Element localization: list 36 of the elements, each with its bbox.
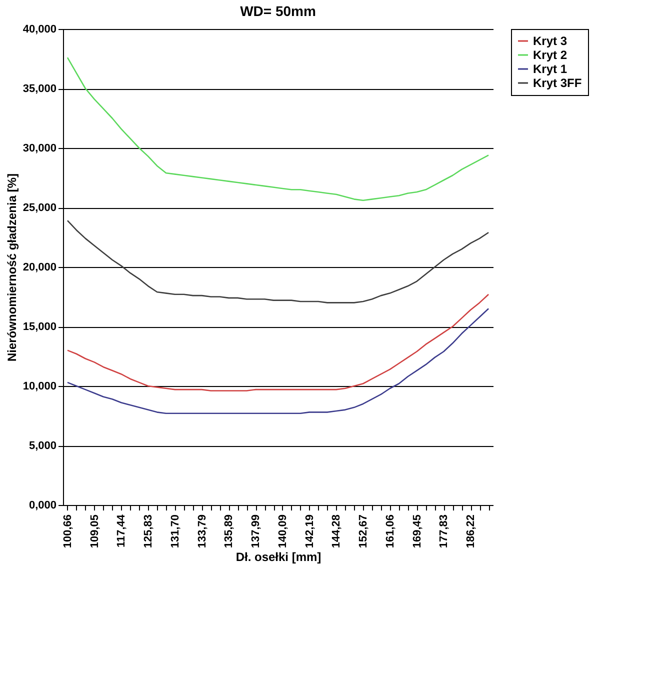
y-tick-label: 0,000 (28, 500, 56, 512)
y-tick-label: 15,000 (22, 321, 56, 333)
x-tick-label: 152,67 (358, 514, 370, 548)
x-tick-label: 100,66 (62, 514, 74, 548)
line-series (66, 220, 490, 304)
legend-label: Kryt 2 (533, 48, 568, 62)
x-tick-label: 135,89 (223, 514, 236, 548)
x-tick-label: 140,09 (276, 514, 289, 548)
legend-label: Kryt 3 (533, 34, 568, 48)
y-tick-label: 5,000 (28, 440, 56, 452)
line-series (66, 294, 490, 392)
x-tick-label: 142,19 (304, 514, 316, 548)
x-tick-label: 169,45 (411, 514, 424, 548)
line-series (66, 308, 490, 414)
line-series (66, 56, 490, 202)
x-tick-label: 144,28 (330, 514, 343, 548)
x-tick-label: 161,06 (384, 514, 396, 548)
y-tick-label: 30,000 (22, 142, 56, 154)
x-tick-label: 186,22 (465, 514, 478, 548)
x-tick-label: 109,05 (88, 514, 101, 548)
x-tick-label: 133,79 (196, 514, 208, 548)
chart-title: WD= 50mm (240, 3, 316, 19)
y-tick-label: 10,000 (22, 380, 56, 392)
y-axis-title: Nierównomierność gładzenia [%] (4, 173, 19, 362)
y-tick-label: 25,000 (22, 202, 56, 214)
legend-label: Kryt 3FF (533, 76, 582, 90)
x-tick-label: 137,99 (250, 514, 262, 548)
y-tick-label: 35,000 (22, 83, 56, 95)
y-tick-label: 20,000 (22, 262, 56, 274)
y-tick-label: 40,000 (22, 24, 56, 36)
x-axis-title: Dł. osełki [mm] (236, 550, 322, 564)
x-tick-label: 177,83 (438, 514, 450, 548)
legend-label: Kryt 1 (533, 62, 568, 76)
x-tick-label: 131,70 (169, 514, 182, 548)
x-tick-label: 117,44 (116, 514, 128, 548)
x-tick-label: 125,83 (142, 514, 155, 548)
